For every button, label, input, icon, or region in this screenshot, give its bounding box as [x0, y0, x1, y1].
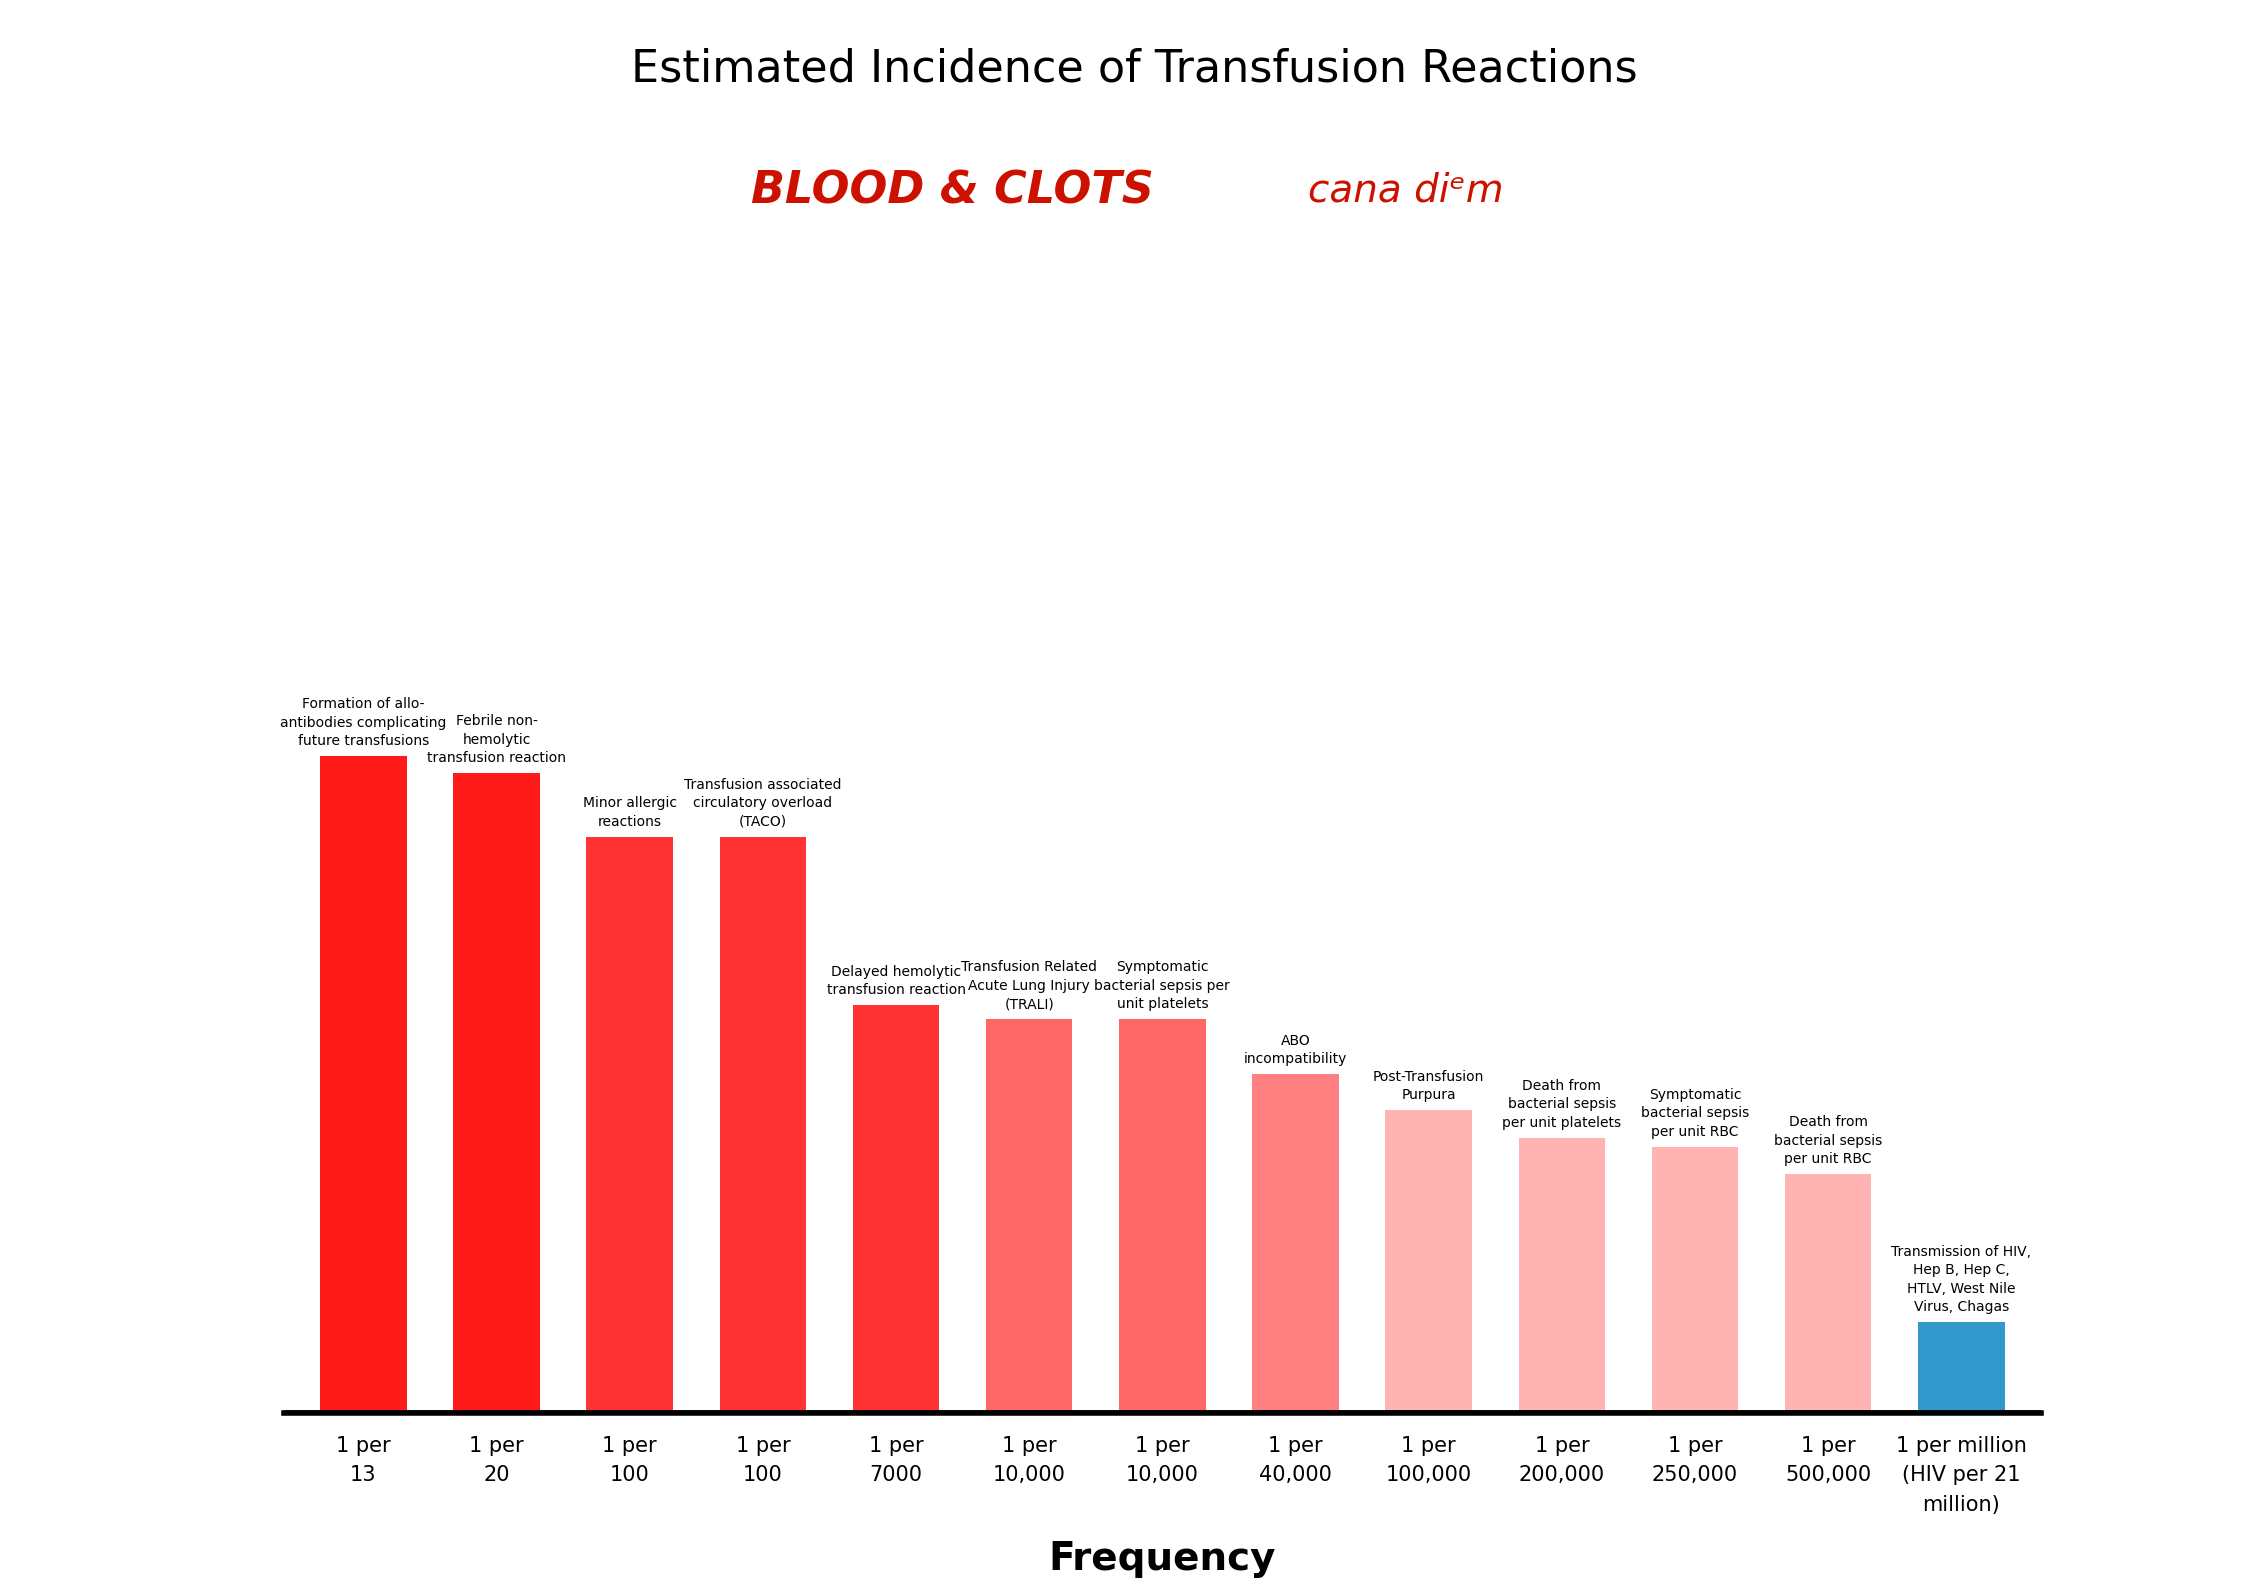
Bar — [454, 773, 540, 1413]
Text: Death from
bacterial sepsis
per unit RBC: Death from bacterial sepsis per unit RBC — [1774, 1115, 1882, 1166]
Text: Minor allergic
reactions: Minor allergic reactions — [583, 797, 676, 829]
Bar — [1118, 1019, 1207, 1413]
Bar — [1252, 1073, 1338, 1413]
Text: Transfusion associated
circulatory overload
(TACO): Transfusion associated circulatory overl… — [685, 778, 841, 829]
X-axis label: Frequency: Frequency — [1048, 1540, 1277, 1578]
Bar — [1651, 1147, 1737, 1413]
Text: Death from
bacterial sepsis
per unit platelets: Death from bacterial sepsis per unit pla… — [1501, 1080, 1622, 1131]
Text: Estimated Incidence of Transfusion Reactions: Estimated Incidence of Transfusion React… — [631, 48, 1637, 91]
Text: ABO
incompatibility: ABO incompatibility — [1243, 1034, 1347, 1066]
Text: BLOOD & CLOTS: BLOOD & CLOTS — [751, 168, 1154, 213]
Bar — [1386, 1110, 1472, 1413]
Bar — [320, 756, 406, 1413]
Bar — [1919, 1323, 2005, 1413]
Bar — [987, 1019, 1073, 1413]
Bar — [853, 1005, 939, 1413]
Bar — [719, 837, 805, 1413]
Text: Post-Transfusion
Purpura: Post-Transfusion Purpura — [1372, 1070, 1483, 1102]
Text: Febrile non-
hemolytic
transfusion reaction: Febrile non- hemolytic transfusion react… — [426, 715, 567, 765]
Text: Symptomatic
bacterial sepsis
per unit RBC: Symptomatic bacterial sepsis per unit RB… — [1640, 1088, 1749, 1139]
Text: cana diᵉm: cana diᵉm — [1309, 172, 1504, 210]
Bar — [1785, 1174, 1871, 1413]
Bar — [587, 837, 674, 1413]
Text: Transfusion Related
Acute Lung Injury
(TRALI): Transfusion Related Acute Lung Injury (T… — [962, 961, 1098, 1012]
Bar — [1520, 1137, 1606, 1413]
Text: Transmission of HIV,
Hep B, Hep C,
HTLV, West Nile
Virus, Chagas: Transmission of HIV, Hep B, Hep C, HTLV,… — [1892, 1245, 2032, 1315]
Text: Delayed hemolytic
transfusion reaction: Delayed hemolytic transfusion reaction — [826, 966, 966, 997]
Text: Symptomatic
bacterial sepsis per
unit platelets: Symptomatic bacterial sepsis per unit pl… — [1095, 961, 1229, 1012]
Text: Formation of allo-
antibodies complicating
future transfusions: Formation of allo- antibodies complicati… — [281, 697, 447, 748]
